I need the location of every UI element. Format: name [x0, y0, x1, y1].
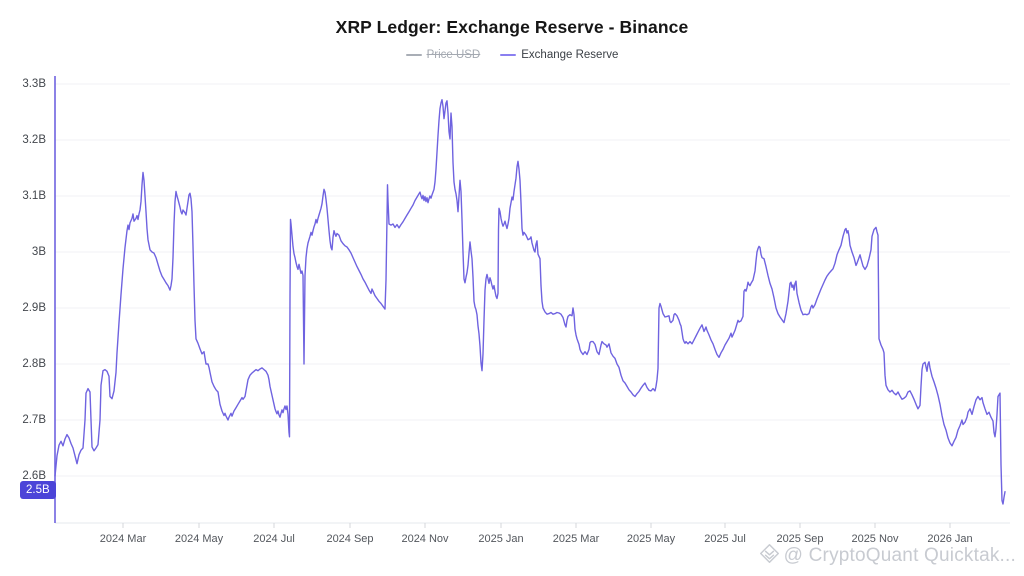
x-tick-label: 2025 Jul — [704, 533, 746, 545]
chart-legend: Price USD Exchange Reserve — [0, 49, 1024, 61]
x-tick-label: 2025 Jan — [478, 533, 524, 545]
x-tick-label: 2025 Sep — [776, 533, 824, 545]
exchange-reserve-series-line — [54, 99, 1006, 505]
x-tick-label: 2025 May — [626, 533, 676, 545]
x-tick-label: 2024 Jul — [253, 533, 295, 545]
y-tick-label: 2.9B — [22, 302, 46, 314]
legend-label: Price USD — [426, 49, 481, 61]
x-tick-label: 2024 Nov — [401, 533, 449, 545]
last-value-badge: 2.5B — [20, 480, 56, 499]
y-tick-label: 2.7B — [22, 414, 46, 426]
legend-label: Exchange Reserve — [521, 49, 619, 61]
legend-item-exchange-reserve[interactable]: Exchange Reserve — [500, 49, 618, 61]
x-tick-label: 2026 Jan — [927, 533, 973, 545]
watermark: @ CryptoQuant Quicktak... — [759, 543, 1016, 568]
chart-title: XRP Ledger: Exchange Reserve - Binance — [335, 17, 689, 37]
legend-swatch-icon — [500, 54, 517, 56]
y-tick-label: 2.8B — [22, 358, 46, 370]
y-tick-label: 3.1B — [22, 190, 46, 202]
x-tick-label: 2024 May — [174, 533, 224, 545]
x-tick-label: 2024 Sep — [326, 533, 374, 545]
y-tick-label: 3.2B — [22, 134, 46, 146]
x-tick-label: 2025 Nov — [851, 533, 899, 545]
x-tick-label: 2024 Mar — [99, 533, 147, 545]
legend-item-price-usd[interactable]: Price USD — [405, 49, 481, 61]
watermark-text: @ CryptoQuant Quicktak... — [783, 544, 1016, 566]
legend-swatch-icon — [405, 54, 422, 56]
x-tick-label: 2025 Mar — [552, 533, 600, 545]
y-tick-label: 3B — [31, 246, 46, 258]
cryptoquant-logo-icon — [759, 543, 780, 568]
y-tick-label: 2.6B — [22, 470, 46, 482]
y-tick-label: 3.3B — [22, 78, 46, 90]
